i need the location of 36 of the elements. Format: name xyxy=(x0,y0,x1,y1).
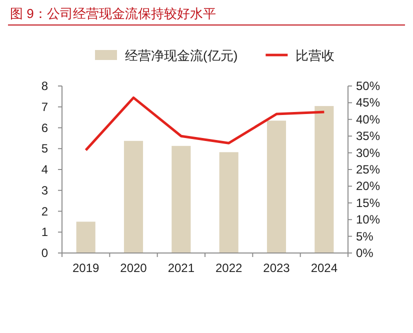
chart-title: 图 9：公司经营现金流保持较好水平 xyxy=(10,6,216,21)
y-tick-label: 2 xyxy=(41,204,48,218)
y2-tick-label: 50% xyxy=(356,79,380,93)
y-tick-label: 0 xyxy=(41,246,48,260)
y-tick-label: 4 xyxy=(41,162,48,176)
bar xyxy=(314,106,334,253)
y2-tick-label: 0% xyxy=(356,246,374,260)
x-tick-label: 2024 xyxy=(310,261,338,275)
x-tick-label: 2021 xyxy=(168,261,195,275)
bar xyxy=(266,120,286,253)
bar xyxy=(172,146,191,253)
x-tick-label: 2023 xyxy=(263,261,290,275)
y-tick-label: 3 xyxy=(41,183,48,198)
y2-tick-label: 35% xyxy=(356,129,380,144)
x-tick-label: 2022 xyxy=(215,261,243,275)
bar xyxy=(76,222,96,253)
y2-tick-label: 20% xyxy=(356,179,380,194)
y2-tick-label: 10% xyxy=(356,212,380,227)
line-series xyxy=(84,96,326,152)
y2-tick-label: 15% xyxy=(356,196,380,210)
y-tick-label: 5 xyxy=(41,142,48,156)
x-tick-label: 2020 xyxy=(120,261,148,275)
y2-tick-label: 40% xyxy=(356,112,380,126)
bar xyxy=(124,140,144,253)
y2-tick-label: 5% xyxy=(356,229,374,244)
y2-tick-label: 45% xyxy=(356,96,380,110)
y2-tick-label: 25% xyxy=(356,162,380,176)
y-tick-label: 8 xyxy=(41,79,48,93)
legend-label: 比营收 xyxy=(296,48,335,63)
y-tick-label: 1 xyxy=(41,225,48,240)
y2-tick-label: 30% xyxy=(356,146,380,160)
y-tick-label: 7 xyxy=(41,100,48,114)
legend-label: 经营净现金流(亿元) xyxy=(125,48,238,63)
y-tick-label: 6 xyxy=(41,120,48,135)
x-tick-label: 2019 xyxy=(72,261,100,275)
bar xyxy=(219,152,238,253)
